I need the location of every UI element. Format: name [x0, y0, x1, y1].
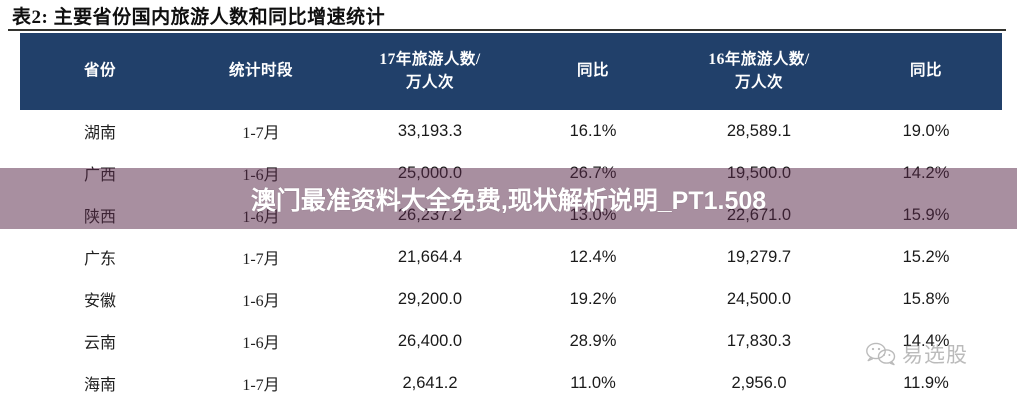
- column-header-period-line1: 统计时段: [228, 62, 293, 80]
- table-wrapper: 省份 统计时段 17年旅游人数/ 万人次 同比 16年旅游人数/ 万人次: [20, 33, 1002, 400]
- cell-yoy-2016: 11.9%: [903, 373, 949, 392]
- column-header-visitors-2016: 16年旅游人数/ 万人次: [668, 33, 850, 110]
- table-header-row: 省份 统计时段 17年旅游人数/ 万人次 同比 16年旅游人数/ 万人次: [20, 33, 1002, 110]
- title-divider: [8, 29, 1006, 31]
- cell-yoy-2016: 15.2%: [902, 247, 950, 266]
- cell-province: 广东: [83, 251, 116, 268]
- column-header-period: 统计时段: [180, 33, 342, 110]
- cell-province: 安徽: [83, 293, 116, 310]
- cell-province: 湖南: [83, 125, 116, 142]
- column-header-yoy-2017: 同比: [518, 33, 668, 110]
- cell-visitors-2016: 24,500.0: [726, 289, 792, 308]
- cell-province: 云南: [83, 335, 116, 352]
- column-header-visitors-2017-line2: 万人次: [405, 73, 454, 91]
- table-body: 湖南 1-7月 33,193.3 16.1% 28,589.1 19.0% 广西…: [20, 110, 1002, 400]
- column-header-visitors-2017: 17年旅游人数/ 万人次: [342, 33, 518, 110]
- column-header-visitors-2016-line1: 16年旅游人数/: [708, 51, 810, 69]
- overlay-banner-text: 澳门最准资料大全免费,现状解析说明_PT1.508: [250, 186, 767, 215]
- table-row: 云南 1-6月 26,400.0 28.9% 17,830.3 14.4%: [20, 320, 1002, 362]
- cell-yoy-2017: 19.2%: [569, 289, 617, 308]
- cell-visitors-2017: 21,664.4: [397, 247, 463, 266]
- cell-period: 1-7月: [242, 125, 280, 142]
- province-tourism-table: 省份 统计时段 17年旅游人数/ 万人次 同比 16年旅游人数/ 万人次: [20, 33, 1002, 400]
- column-header-province: 省份: [20, 33, 180, 110]
- cell-period: 1-6月: [242, 335, 280, 352]
- column-header-yoy-2016: 同比: [850, 33, 1002, 110]
- column-header-visitors-2017-line1: 17年旅游人数/: [379, 51, 481, 69]
- cell-yoy-2017: 11.0%: [570, 373, 616, 392]
- column-header-yoy-2016-line1: 同比: [909, 62, 942, 80]
- cell-yoy-2016: 15.8%: [902, 289, 950, 308]
- cell-province: 海南: [83, 377, 116, 394]
- figure-title: 表2: 主要省份国内旅游人数和同比增速统计: [12, 7, 386, 28]
- table-row: 广东 1-7月 21,664.4 12.4% 19,279.7 15.2%: [20, 236, 1002, 278]
- cell-visitors-2016: 28,589.1: [726, 121, 792, 140]
- cell-period: 1-7月: [242, 377, 280, 394]
- cell-visitors-2017: 2,641.2: [402, 373, 458, 392]
- cell-visitors-2016: 19,279.7: [726, 247, 792, 266]
- table-row: 海南 1-7月 2,641.2 11.0% 2,956.0 11.9%: [20, 362, 1002, 400]
- cell-yoy-2017: 16.1%: [569, 121, 617, 140]
- cell-yoy-2016: 19.0%: [902, 121, 950, 140]
- cell-visitors-2017: 33,193.3: [397, 121, 463, 140]
- cell-yoy-2017: 28.9%: [569, 331, 617, 350]
- cell-visitors-2016: 2,956.0: [731, 373, 787, 392]
- cell-visitors-2017: 29,200.0: [397, 289, 463, 308]
- cell-period: 1-7月: [242, 251, 280, 268]
- table-row: 安徽 1-6月 29,200.0 19.2% 24,500.0 15.8%: [20, 278, 1002, 320]
- cell-visitors-2016: 17,830.3: [726, 331, 792, 350]
- cell-yoy-2016: 14.4%: [902, 331, 950, 350]
- column-header-province-line1: 省份: [83, 62, 116, 80]
- column-header-visitors-2016-line2: 万人次: [734, 73, 783, 91]
- cell-visitors-2017: 26,400.0: [397, 331, 463, 350]
- table-header: 省份 统计时段 17年旅游人数/ 万人次 同比 16年旅游人数/ 万人次: [20, 33, 1002, 110]
- cell-period: 1-6月: [242, 293, 280, 310]
- column-header-yoy-2017-line1: 同比: [576, 62, 609, 80]
- cell-yoy-2017: 12.4%: [569, 247, 617, 266]
- table-row: 湖南 1-7月 33,193.3 16.1% 28,589.1 19.0%: [20, 110, 1002, 152]
